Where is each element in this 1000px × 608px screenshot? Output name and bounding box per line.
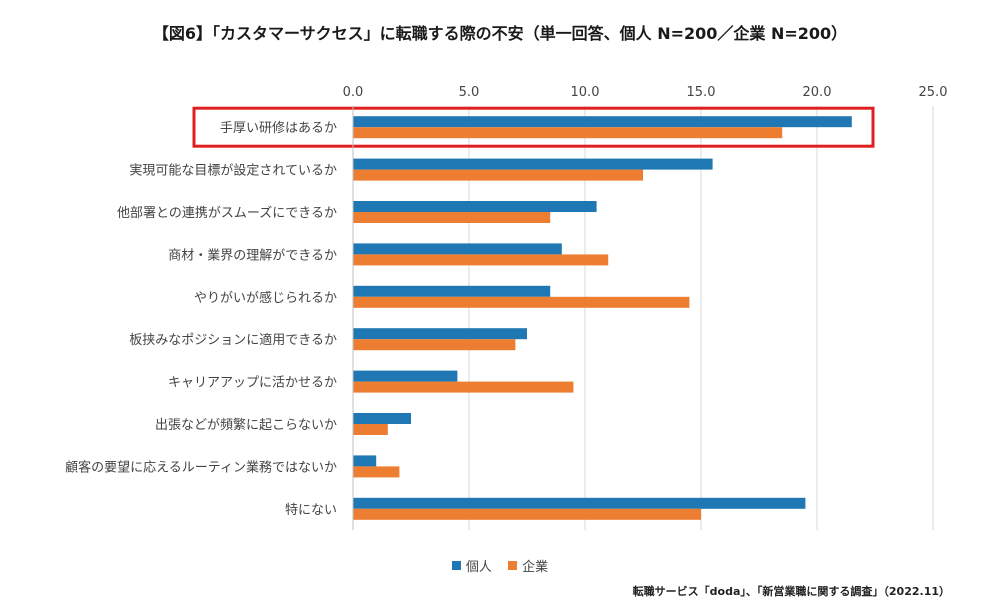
category-label: 実現可能な目標が設定されているか <box>129 163 337 179</box>
bar-individual <box>353 158 713 170</box>
bar-individual <box>353 285 551 297</box>
bar-company <box>353 127 783 139</box>
x-tick-label: 10.0 <box>571 85 600 100</box>
legend-label-individual: 個人 <box>465 560 492 575</box>
bar-company <box>353 381 574 393</box>
source-note: 転職サービス「doda」、「新営業職に関する調査」（2022.11） <box>632 585 950 598</box>
legend-swatch-individual <box>451 561 461 570</box>
x-tick-label: 25.0 <box>919 85 948 100</box>
legend-swatch-company <box>508 561 518 570</box>
x-tick-label: 5.0 <box>459 85 480 100</box>
category-label: 商材・業界の理解ができるか <box>168 247 337 263</box>
bar-company <box>353 254 609 266</box>
highlight-box <box>192 106 875 148</box>
chart-title: 【図6】「カスタマーサクセス」に転職する際の不安（単一回答、個人 N=200／企… <box>152 24 848 43</box>
bar-company <box>353 296 690 308</box>
bar-company <box>353 339 516 351</box>
legend-item-individual: 個人 <box>451 556 492 575</box>
bar-company <box>353 424 388 435</box>
x-tick-label: 0.0 <box>343 85 364 100</box>
legend-item-company: 企業 <box>508 556 548 575</box>
x-tick-label: 15.0 <box>687 85 716 100</box>
bar-company <box>353 508 701 520</box>
category-label: 他部署との連携がスムーズにできるか <box>117 205 337 221</box>
bar-individual <box>353 413 411 424</box>
category-label: 顧客の要望に応えるルーティン業務ではないか <box>65 459 337 475</box>
category-label: 特にない <box>285 503 337 518</box>
bar-individual <box>353 243 562 255</box>
x-tick-label: 20.0 <box>803 85 832 100</box>
bar-individual <box>353 116 852 128</box>
bar-individual <box>353 328 527 340</box>
bar-individual <box>353 370 458 382</box>
bar-individual <box>353 201 597 212</box>
bar-company <box>353 212 551 223</box>
bar-company <box>353 466 400 478</box>
category-label: 出張などが頻繁に起こらないか <box>155 417 337 433</box>
category-label: キャリアアップに活かせるか <box>168 376 337 391</box>
bar-company <box>353 169 643 181</box>
bar-individual <box>353 455 377 467</box>
bar-individual <box>353 497 806 509</box>
legend-label-company: 企業 <box>522 560 549 575</box>
legend: 個人 企業 <box>0 556 1000 575</box>
category-label: やりがいが感じられるか <box>194 290 337 306</box>
category-label: 手厚い研修はあるか <box>220 121 337 136</box>
category-label: 板挟みなポジションに適用できるか <box>129 332 337 348</box>
